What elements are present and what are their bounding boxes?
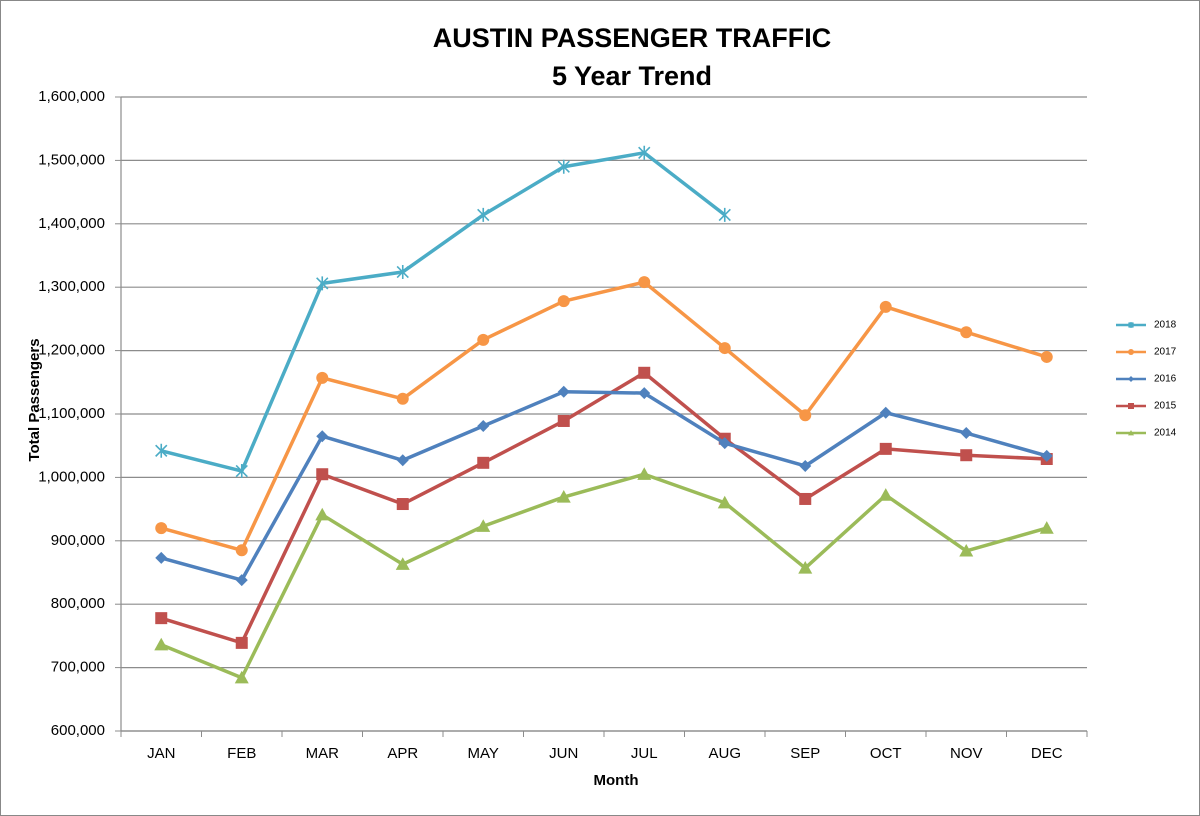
x-tick-label: FEB: [227, 745, 256, 762]
marker: [718, 342, 731, 355]
x-tick-label: NOV: [950, 745, 983, 762]
marker: [155, 443, 168, 458]
marker: [235, 464, 248, 479]
marker: [960, 326, 973, 339]
marker: [557, 414, 570, 427]
y-tick-label: 1,400,000: [38, 215, 105, 232]
marker: [316, 371, 329, 384]
y-tick-label: 700,000: [51, 659, 105, 676]
marker: [637, 467, 652, 480]
y-tick-label: 1,500,000: [38, 151, 105, 168]
marker: [798, 561, 813, 574]
marker: [477, 420, 490, 433]
x-tick-label: AUG: [708, 745, 741, 762]
y-tick-label: 600,000: [51, 722, 105, 739]
x-tick-label: JAN: [147, 745, 175, 762]
x-tick-label: APR: [387, 745, 418, 762]
legend-label: 2016: [1154, 374, 1177, 385]
marker: [155, 522, 168, 535]
marker: [154, 637, 169, 651]
marker: [879, 406, 892, 419]
marker: [316, 430, 329, 443]
marker: [234, 670, 249, 684]
x-tick-label: MAR: [306, 745, 340, 762]
marker: [396, 498, 409, 511]
x-tick-label: OCT: [870, 745, 902, 762]
series-line: [160, 390, 1048, 582]
marker: [477, 207, 490, 222]
marker: [1128, 322, 1134, 328]
marker: [1128, 430, 1134, 436]
marker: [799, 459, 812, 472]
marker: [878, 488, 893, 501]
marker: [316, 276, 329, 291]
marker: [557, 385, 570, 398]
x-tick-label: JUL: [631, 745, 658, 762]
marker: [316, 468, 329, 481]
marker: [235, 544, 248, 557]
marker: [799, 409, 812, 422]
marker: [1039, 521, 1054, 534]
marker: [718, 437, 731, 450]
marker: [155, 551, 168, 564]
marker: [235, 574, 248, 587]
marker: [799, 492, 812, 505]
marker: [718, 207, 731, 222]
marker: [959, 543, 974, 557]
y-tick-label: 1,200,000: [38, 342, 105, 359]
series-line: [160, 280, 1048, 553]
marker: [717, 495, 732, 509]
legend-label: 2015: [1154, 401, 1177, 412]
marker: [1040, 449, 1053, 462]
series-line: [160, 371, 1047, 645]
y-tick-label: 1,300,000: [38, 278, 105, 295]
marker: [235, 636, 248, 649]
marker: [1040, 350, 1053, 363]
x-tick-label: DEC: [1031, 745, 1063, 762]
y-tick-label: 800,000: [51, 595, 105, 612]
marker: [557, 159, 570, 174]
chart-title: AUSTIN PASSENGER TRAFFIC: [433, 23, 832, 53]
y-axis-label: Total Passengers: [26, 338, 43, 461]
marker: [395, 557, 410, 570]
marker: [396, 392, 409, 405]
marker: [155, 612, 168, 625]
y-tick-label: 900,000: [51, 532, 105, 549]
marker: [1128, 376, 1134, 382]
y-tick-label: 1,000,000: [38, 468, 105, 485]
marker: [1128, 403, 1134, 409]
x-axis-label: Month: [594, 772, 639, 789]
legend-label: 2017: [1154, 347, 1177, 358]
x-tick-label: JUN: [549, 745, 578, 762]
marker: [960, 427, 973, 440]
marker: [638, 276, 651, 289]
y-tick-label: 1,100,000: [38, 405, 105, 422]
marker: [879, 300, 892, 313]
legend-label: 2014: [1154, 428, 1177, 439]
marker: [638, 387, 651, 400]
legend-label: 2018: [1154, 320, 1177, 331]
marker: [638, 145, 651, 160]
marker: [315, 507, 330, 521]
series-line: [160, 472, 1048, 680]
x-tick-label: MAY: [468, 745, 499, 762]
marker: [879, 442, 892, 455]
marker: [556, 490, 571, 503]
marker: [1128, 349, 1134, 355]
chart-subtitle: 5 Year Trend: [552, 61, 712, 91]
marker: [557, 295, 570, 308]
marker: [476, 519, 491, 532]
marker: [477, 333, 490, 346]
x-tick-label: SEP: [790, 745, 820, 762]
y-tick-label: 1,600,000: [38, 88, 105, 105]
marker: [396, 454, 409, 467]
marker: [638, 366, 651, 379]
marker: [477, 456, 490, 469]
marker: [396, 264, 409, 279]
series-line: [160, 151, 726, 473]
marker: [960, 449, 973, 462]
